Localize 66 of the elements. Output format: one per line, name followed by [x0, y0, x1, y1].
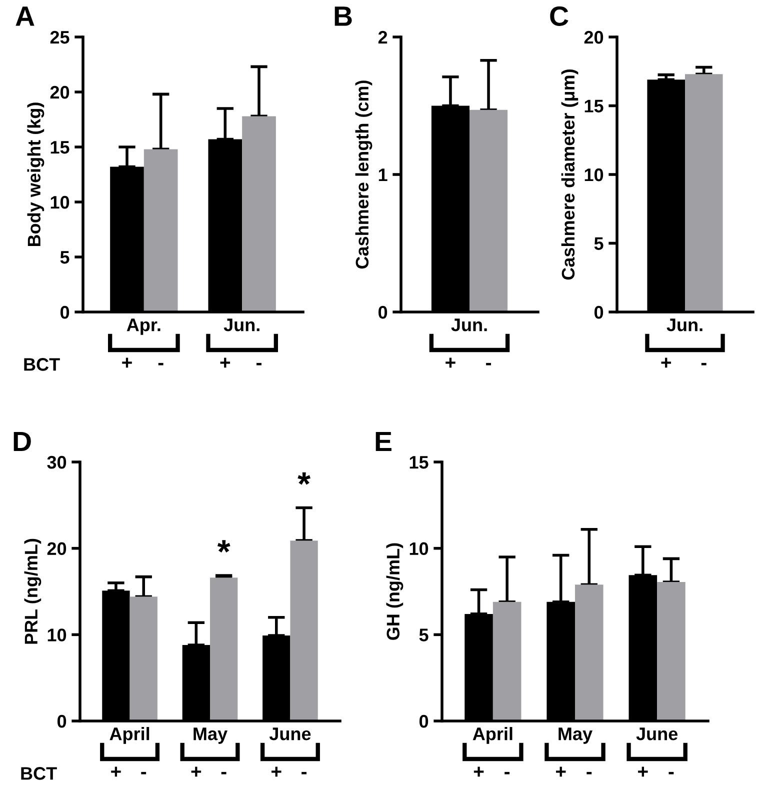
y-tick-label: 10 — [48, 628, 66, 642]
y-tick-label: 10 — [584, 168, 604, 182]
x-tick-label: - — [141, 772, 146, 774]
y-tick-label: 30 — [47, 456, 66, 469]
x-tick-label: - — [504, 772, 510, 774]
x-tick-label: + — [122, 358, 132, 368]
x-tick-label: - — [256, 362, 262, 366]
text: May — [558, 728, 592, 744]
y-tick-label: 1 — [378, 168, 388, 182]
y-tick-label: 0 — [594, 306, 604, 319]
y-axis-title: Body weight (kg) — [27, 102, 44, 246]
x-tick-label: + — [111, 766, 121, 777]
y-axis-title: GH (ng/mL) — [386, 543, 404, 640]
x-tick-label: - — [586, 772, 592, 774]
y-tick-label: 15 — [584, 100, 604, 112]
x-tick-label: - — [701, 362, 706, 366]
x-tick-label: - — [221, 772, 226, 774]
text: June — [269, 728, 311, 740]
chart-title: E — [376, 432, 392, 452]
text: May — [194, 728, 228, 744]
x-tick-label: + — [638, 766, 648, 777]
x-tick-label: - — [158, 362, 164, 366]
y-tick-label: 5 — [594, 237, 604, 250]
x-tick-label: + — [446, 358, 456, 368]
data-label: * — [217, 540, 230, 553]
x-tick-label: + — [272, 766, 282, 777]
chart-title: A — [16, 6, 34, 26]
y-tick-label: 20 — [47, 542, 66, 556]
x-tick-label: - — [668, 772, 674, 774]
y-axis-title: PRL (ng/mL) — [24, 538, 42, 644]
x-tick-label: + — [220, 358, 230, 368]
y-tick-label: 20 — [50, 86, 70, 99]
text: BCT — [24, 358, 60, 371]
y-tick-label: 15 — [410, 456, 428, 469]
chart-title: B — [334, 6, 352, 26]
text: Jun. — [224, 318, 260, 332]
y-tick-label: 5 — [60, 251, 70, 264]
data-label: * — [298, 472, 310, 485]
text: BCT — [21, 767, 57, 780]
y-tick-label: 0 — [60, 306, 70, 319]
x-tick-label: - — [486, 362, 491, 366]
y-axis-title: Cashmere diameter (μm) — [561, 70, 578, 280]
text: April — [110, 727, 150, 744]
chart-title: C — [550, 6, 568, 26]
x-tick-label: + — [661, 358, 671, 368]
y-tick-label: 0 — [378, 306, 388, 319]
text: Jun. — [666, 318, 702, 332]
y-tick-label: 2 — [378, 30, 388, 44]
y-tick-label: 25 — [50, 30, 70, 44]
x-tick-label: + — [556, 766, 566, 777]
y-tick-label: 10 — [50, 196, 70, 209]
text: June — [636, 728, 678, 740]
y-axis-title: Cashmere length (cm) — [355, 80, 372, 269]
chart-title: D — [14, 432, 31, 452]
y-tick-label: 15 — [50, 141, 70, 154]
text: April — [472, 727, 512, 744]
text: Jun. — [451, 318, 487, 332]
y-tick-label: 0 — [57, 714, 66, 728]
x-tick-label: + — [474, 766, 484, 777]
y-tick-label: 0 — [419, 714, 428, 728]
y-tick-label: 20 — [584, 30, 604, 44]
y-tick-label: 10 — [410, 542, 428, 556]
x-tick-label: - — [302, 772, 306, 774]
text: Apr. — [126, 318, 160, 335]
y-tick-label: 5 — [419, 628, 428, 642]
x-tick-label: + — [191, 766, 202, 777]
